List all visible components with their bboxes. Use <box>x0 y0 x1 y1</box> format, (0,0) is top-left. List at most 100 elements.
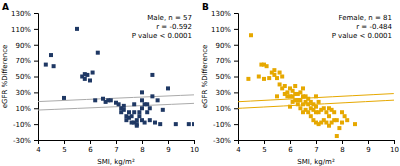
point <box>314 105 318 109</box>
point <box>309 114 313 118</box>
tick-label: 90% <box>15 41 31 49</box>
tick-mark <box>234 124 238 125</box>
point <box>324 110 328 114</box>
axis-line <box>234 14 239 141</box>
tick-label: 70% <box>15 57 31 65</box>
tick: 30% <box>215 89 238 97</box>
tick-mark <box>234 140 238 141</box>
tick-label: 6 <box>88 146 93 154</box>
tick: 4 <box>36 140 41 154</box>
axis-line <box>239 141 395 145</box>
tick-mark <box>64 140 65 144</box>
point <box>137 114 141 118</box>
point <box>153 121 157 125</box>
tick: 7 <box>114 140 118 154</box>
point <box>166 86 170 90</box>
point <box>109 98 113 102</box>
point <box>145 110 149 114</box>
point <box>52 64 56 68</box>
tick: 90% <box>215 41 238 49</box>
point <box>140 90 144 94</box>
tick-mark <box>234 77 238 78</box>
tick-label: 5 <box>62 146 66 154</box>
tick: 9 <box>166 140 170 154</box>
point <box>88 78 92 82</box>
tick: 30% <box>15 89 38 97</box>
tick-label: 10% <box>215 105 231 113</box>
point <box>265 64 269 68</box>
tick-label: 8 <box>340 146 344 154</box>
point <box>150 94 154 98</box>
tick: 130% <box>11 10 38 18</box>
tick: 10% <box>215 105 238 113</box>
point <box>130 114 134 118</box>
tick-mark <box>316 140 317 144</box>
point <box>150 73 154 77</box>
tick-mark <box>34 45 38 46</box>
tick-mark <box>34 124 38 125</box>
point <box>306 110 310 114</box>
point <box>158 122 162 126</box>
point <box>335 118 339 122</box>
tick-mark <box>34 140 38 141</box>
tick-label: 130% <box>211 10 231 18</box>
tick-label: 130% <box>11 10 31 18</box>
tick: 4 <box>236 140 241 154</box>
point <box>143 121 147 125</box>
tick-mark <box>234 45 238 46</box>
x-axis-title: SMI, kg/m² <box>97 158 135 166</box>
annotation: Female, n = 81r = -0.484P value < 0.0001 <box>332 14 393 40</box>
point <box>335 134 339 138</box>
point <box>343 114 347 118</box>
tick-mark <box>290 140 291 144</box>
point <box>140 98 144 102</box>
axis-line <box>39 141 195 145</box>
point <box>275 76 279 80</box>
tick: -10% <box>213 121 238 129</box>
annotation-line: P value < 0.0001 <box>132 32 192 40</box>
tick-label: 30% <box>215 89 231 97</box>
tick: 10 <box>390 140 399 154</box>
point <box>285 90 289 94</box>
tick-label: 5 <box>262 146 266 154</box>
tick-mark <box>368 140 369 144</box>
point <box>140 106 144 110</box>
tick-label: 110% <box>211 26 231 34</box>
plot-area <box>38 27 194 135</box>
point <box>148 118 152 122</box>
point <box>127 110 131 114</box>
point <box>174 122 178 126</box>
point <box>298 90 302 94</box>
tick-mark <box>116 140 117 144</box>
point <box>257 75 261 79</box>
point <box>187 122 191 126</box>
tick-mark <box>90 140 91 144</box>
tick-label: 110% <box>11 26 31 34</box>
tick-label: 90% <box>215 41 231 49</box>
tick-mark <box>142 140 143 144</box>
y-axis: -30%-10%10%30%50%70%90%110%130% <box>11 10 39 145</box>
tick-label: 9 <box>366 146 370 154</box>
point <box>246 77 250 81</box>
tick-mark <box>342 140 343 144</box>
point <box>83 77 87 81</box>
tick-mark <box>168 140 169 144</box>
tick-label: -30% <box>213 137 231 145</box>
tick: 6 <box>88 140 93 154</box>
tick-mark <box>234 13 238 14</box>
point <box>137 110 141 114</box>
point <box>62 96 66 100</box>
tick-label: 9 <box>166 146 170 154</box>
point <box>145 102 149 106</box>
tick: 110% <box>11 26 38 34</box>
figure: 45678910-30%-10%10%30%50%70%90%110%130%S… <box>0 0 400 166</box>
tick-label: 10 <box>190 146 199 154</box>
plot-area <box>238 33 394 138</box>
point <box>192 122 194 126</box>
tick: 10 <box>190 140 199 154</box>
tick-mark <box>394 140 395 144</box>
point <box>96 51 100 55</box>
point <box>301 86 305 90</box>
point <box>353 122 357 126</box>
tick-label: 30% <box>15 89 31 97</box>
